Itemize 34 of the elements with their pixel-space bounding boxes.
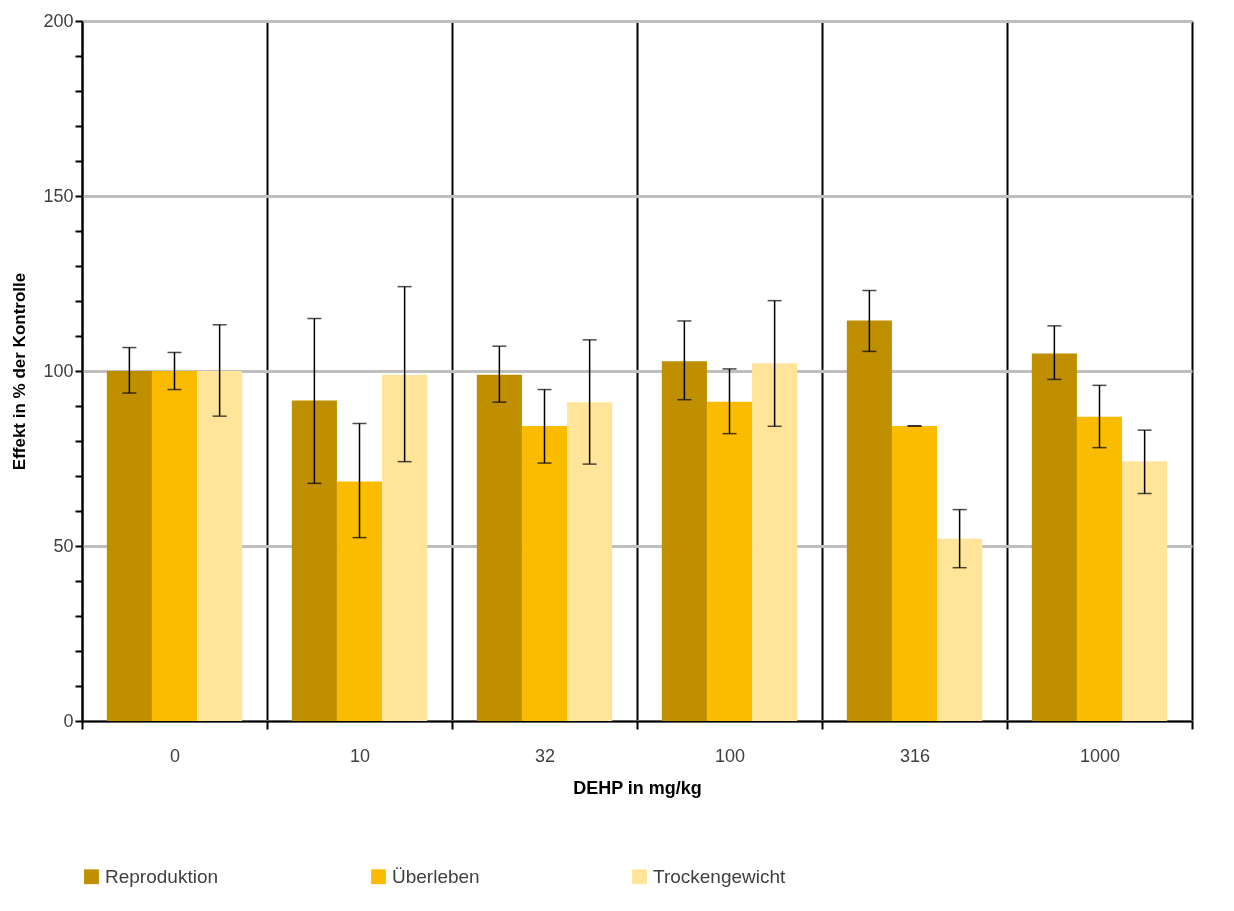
bar <box>197 371 243 721</box>
legend-label: Trockengewicht <box>653 865 787 887</box>
bar <box>476 374 522 721</box>
y-tick-label: 100 <box>43 360 74 381</box>
legend-label: Überleben <box>392 865 480 887</box>
bar <box>937 538 983 721</box>
bar <box>291 400 337 721</box>
y-tick-label: 200 <box>43 10 74 31</box>
x-tick-label: 10 <box>349 745 371 766</box>
bar <box>336 481 383 721</box>
bar <box>382 374 428 721</box>
bar <box>1122 461 1168 721</box>
y-tick-label: 50 <box>53 535 74 556</box>
bar <box>1076 416 1123 721</box>
bar <box>706 401 753 721</box>
bar <box>151 371 198 721</box>
bar <box>521 425 568 721</box>
y-tick-label: 150 <box>43 185 74 206</box>
bar <box>752 363 798 721</box>
bar <box>106 371 152 721</box>
x-axis-title: DEHP in mg/kg <box>573 777 702 798</box>
bar <box>846 320 892 721</box>
x-tick-label: 1000 <box>1079 745 1121 766</box>
x-tick-label: 316 <box>899 745 931 766</box>
bar <box>1031 353 1077 721</box>
x-tick-label: 0 <box>169 745 181 766</box>
x-tick-label: 32 <box>534 745 556 766</box>
bar <box>567 402 613 721</box>
legend-label: Reproduktion <box>105 865 219 887</box>
bar <box>661 361 707 721</box>
y-axis-title: Effekt in % der Kontrolle <box>10 272 30 471</box>
x-tick-label: 100 <box>714 745 746 766</box>
bar <box>891 425 938 721</box>
y-tick-label: 0 <box>63 710 74 731</box>
